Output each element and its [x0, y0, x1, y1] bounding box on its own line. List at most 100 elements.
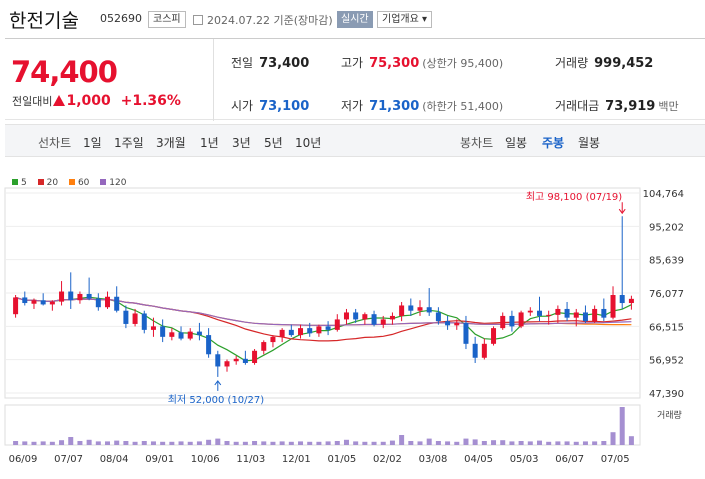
candle-body [252, 350, 258, 363]
volume-bar [399, 435, 405, 445]
candle-body [592, 308, 598, 322]
live-badge[interactable]: 실시간 [337, 11, 373, 28]
volume-bar [215, 438, 221, 445]
volume-bar [353, 441, 359, 445]
price-chart[interactable]: 104,764 95,202 85,639 76,077 66,515 56,952 47,… [0, 180, 705, 479]
legend-ma120: 120 [100, 178, 126, 188]
high-price: 고가 75,300 (상한가 95,400) [341, 54, 503, 71]
candle-body [426, 307, 432, 313]
stock-name: 한전기술 [9, 10, 79, 32]
volume-bar [343, 439, 349, 445]
max-annotation: 최고 98,100 (07/19) [526, 191, 622, 203]
candle-body [95, 298, 101, 308]
candle-monthly[interactable]: 월봉 [578, 136, 601, 150]
volume-bar [123, 441, 129, 445]
volume-bar [68, 437, 74, 445]
candle-body [601, 308, 607, 318]
period-3y[interactable]: 3년 [232, 136, 251, 150]
volume-bar [261, 441, 267, 445]
volume-bar [509, 441, 515, 445]
candle-body [610, 295, 616, 318]
candle-body [445, 321, 451, 326]
min-arrow-head [214, 380, 222, 386]
company-info-dropdown[interactable]: 기업개요 ▾ [377, 11, 432, 28]
low-label: 저가 [341, 99, 364, 113]
candle-body [380, 319, 386, 325]
period-10y[interactable]: 10년 [295, 136, 322, 150]
candle-body [619, 295, 625, 304]
volume-value: 999,452 [594, 56, 654, 71]
candle-body [196, 331, 202, 336]
candle-daily[interactable]: 일봉 [505, 136, 528, 150]
volume-bar [325, 441, 331, 445]
candle-body [13, 297, 19, 315]
candle-body [40, 300, 46, 305]
candle-body [491, 328, 497, 344]
x-tick-label: 06/07 [555, 454, 584, 465]
candle-weekly[interactable]: 주봉 [542, 136, 565, 150]
period-1d[interactable]: 1일 [83, 136, 102, 150]
candle-body [224, 361, 230, 367]
candle-body [233, 358, 239, 362]
candle-body [49, 301, 55, 305]
change-label: 전일대비 [12, 95, 53, 108]
volume-bar [105, 441, 111, 445]
volume-bar [31, 441, 37, 445]
candle-body [105, 296, 111, 308]
x-tick-label: 11/03 [236, 454, 265, 465]
volume-bar [426, 438, 432, 445]
x-tick-label: 05/03 [510, 454, 539, 465]
candle-body [435, 312, 441, 322]
volume-bar [481, 441, 487, 445]
x-tick-label: 04/05 [464, 454, 493, 465]
candle-body [206, 335, 212, 355]
upper-limit: (상한가 95,400) [422, 57, 504, 70]
candle-body [518, 312, 524, 327]
amount-value: 73,919 [605, 99, 656, 114]
volume-bar [40, 441, 46, 445]
volume: 거래량 999,452 [555, 54, 653, 71]
volume-frame [4, 404, 641, 446]
candle-body [77, 293, 83, 301]
candle-body [187, 331, 193, 339]
x-tick-label: 06/09 [9, 454, 38, 465]
y-tick-label: 56,952 [649, 356, 684, 367]
ma-legend: 5 20 60 120 [12, 178, 134, 188]
volume-bar [13, 441, 19, 445]
volume-bar [573, 441, 579, 445]
period-1w[interactable]: 1주일 [114, 136, 144, 150]
y-tick-label: 104,764 [643, 189, 684, 200]
volume-bar [77, 441, 83, 445]
volume-bar [279, 441, 285, 445]
volume-bar [150, 441, 156, 445]
period-3m[interactable]: 3개월 [156, 136, 186, 150]
volume-bar [500, 440, 506, 445]
candle-body [114, 296, 120, 311]
candle-body [68, 291, 74, 301]
volume-bar [362, 441, 368, 445]
volume-bar [49, 441, 55, 445]
legend-swatch [68, 179, 75, 185]
volume-bar [472, 439, 478, 445]
volume-bar [601, 441, 607, 445]
candle-body [86, 293, 92, 299]
period-5y[interactable]: 5년 [264, 136, 283, 150]
volume-bar [242, 441, 248, 445]
line-chart-label: 선차트 [38, 136, 72, 150]
volume-bar [160, 441, 166, 445]
x-tick-label: 02/02 [373, 454, 402, 465]
open-price: 시가 73,100 [231, 97, 309, 114]
legend-swatch [100, 179, 107, 185]
date-label: 2024.07.22 기준(장마감) [193, 12, 333, 28]
candle-body [307, 328, 313, 334]
period-1y[interactable]: 1년 [200, 136, 219, 150]
volume-bar [445, 441, 451, 445]
volume-bar [435, 441, 441, 445]
y-tick-label: 85,639 [649, 256, 684, 267]
x-tick-label: 09/01 [145, 454, 174, 465]
volume-bar [132, 441, 138, 445]
volume-bar [564, 441, 570, 445]
volume-bar [316, 441, 322, 445]
lower-limit: (하한가 51,400) [422, 100, 504, 113]
volume-bar [610, 432, 616, 445]
